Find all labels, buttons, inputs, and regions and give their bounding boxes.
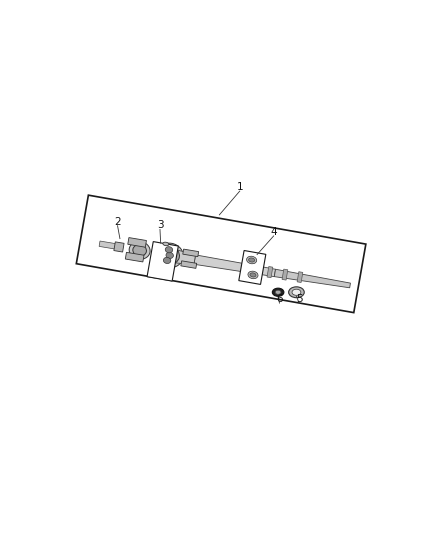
Text: 2: 2 [114,216,121,227]
Polygon shape [282,269,288,280]
Ellipse shape [289,287,304,297]
Ellipse shape [248,271,258,279]
Text: 5: 5 [296,294,303,304]
Ellipse shape [272,288,284,296]
Polygon shape [99,241,123,250]
Ellipse shape [166,252,173,259]
Polygon shape [183,249,199,257]
Polygon shape [125,252,144,262]
Ellipse shape [156,243,183,268]
Ellipse shape [164,250,176,261]
Ellipse shape [247,256,257,264]
Polygon shape [297,272,303,282]
Text: 1: 1 [237,182,243,192]
Ellipse shape [163,242,169,246]
Ellipse shape [249,258,254,262]
Ellipse shape [165,247,173,253]
Ellipse shape [250,273,256,277]
Text: 3: 3 [157,220,163,230]
Ellipse shape [275,290,281,294]
Polygon shape [252,264,258,275]
Polygon shape [114,242,124,252]
Polygon shape [171,249,196,264]
Polygon shape [76,195,366,313]
Polygon shape [274,269,350,288]
Text: 4: 4 [270,227,277,237]
Polygon shape [181,261,197,268]
Ellipse shape [292,289,301,295]
Polygon shape [239,251,266,285]
Polygon shape [267,266,273,278]
Ellipse shape [163,257,171,263]
Polygon shape [194,255,276,277]
Polygon shape [147,241,178,281]
Ellipse shape [160,247,180,264]
Text: 6: 6 [276,294,283,304]
Ellipse shape [133,245,146,256]
Polygon shape [128,238,146,247]
Ellipse shape [129,241,150,259]
